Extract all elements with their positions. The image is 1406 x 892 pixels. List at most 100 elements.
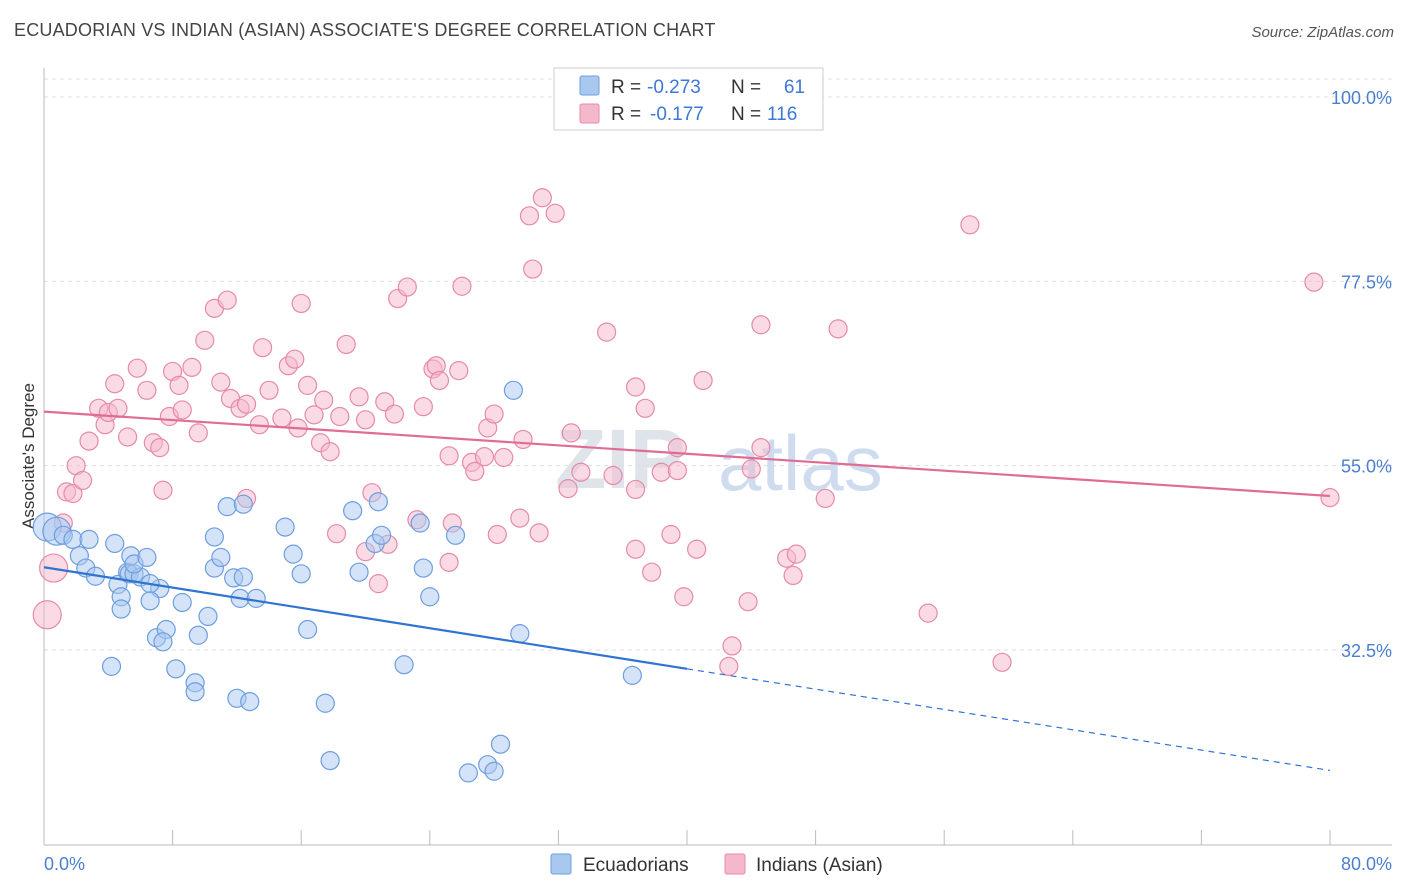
data-point bbox=[751, 315, 771, 335]
data-point bbox=[622, 665, 642, 685]
data-point bbox=[439, 552, 459, 572]
legend-swatch-indians bbox=[579, 103, 600, 124]
data-point bbox=[651, 462, 671, 482]
data-point bbox=[413, 558, 433, 578]
data-point bbox=[79, 431, 99, 451]
data-point bbox=[298, 619, 318, 640]
legend-r-label-1: R = bbox=[611, 77, 641, 98]
data-point bbox=[188, 625, 208, 645]
data-point bbox=[693, 370, 713, 391]
data-point bbox=[63, 529, 83, 550]
data-point bbox=[510, 624, 530, 644]
data-point bbox=[150, 438, 170, 458]
data-point bbox=[513, 429, 533, 450]
data-point bbox=[371, 525, 392, 545]
watermark-atlas: atlas bbox=[718, 419, 883, 507]
data-point bbox=[368, 492, 388, 512]
data-point bbox=[233, 567, 253, 587]
data-point bbox=[523, 259, 543, 279]
series-ecuadorians bbox=[32, 380, 642, 783]
data-point bbox=[484, 404, 504, 424]
data-point bbox=[79, 529, 99, 550]
data-point bbox=[63, 483, 83, 504]
data-point bbox=[153, 480, 173, 500]
bottom-legend-swatch-ecuadorians bbox=[550, 853, 572, 875]
legend-n-value-2: 116 bbox=[767, 104, 797, 125]
data-point bbox=[211, 372, 231, 392]
data-point bbox=[484, 761, 504, 781]
data-point bbox=[474, 447, 495, 467]
data-point bbox=[397, 277, 417, 297]
data-point bbox=[291, 564, 311, 584]
trend-line-ecuadorians-projection bbox=[686, 668, 1331, 772]
data-point bbox=[529, 523, 549, 543]
data-point bbox=[272, 408, 292, 428]
data-point bbox=[494, 447, 514, 468]
legend-r-value-2: -0.177 bbox=[650, 104, 704, 125]
data-point bbox=[32, 600, 62, 630]
data-point bbox=[465, 461, 485, 482]
legend-n-label-1: N = bbox=[731, 77, 761, 98]
data-point bbox=[490, 734, 511, 754]
data-point bbox=[298, 375, 318, 395]
data-point bbox=[786, 544, 806, 564]
data-point bbox=[519, 206, 540, 226]
data-point bbox=[166, 659, 186, 679]
data-point bbox=[320, 442, 340, 462]
data-point bbox=[315, 693, 335, 713]
data-point bbox=[172, 400, 192, 420]
data-point bbox=[233, 494, 253, 514]
trend-line-ecuadorians bbox=[43, 566, 688, 670]
data-point bbox=[1304, 272, 1324, 292]
data-point bbox=[687, 539, 707, 559]
axes bbox=[43, 68, 1392, 846]
data-point bbox=[195, 330, 215, 350]
y-axis-label: Associate's Degree bbox=[19, 383, 38, 529]
data-point bbox=[458, 763, 478, 783]
data-point bbox=[452, 276, 472, 296]
data-point bbox=[117, 427, 138, 447]
data-point bbox=[719, 656, 739, 676]
bottom-legend-indians: Indians (Asian) bbox=[756, 855, 883, 876]
data-point bbox=[625, 479, 646, 500]
data-point bbox=[445, 525, 466, 545]
data-point bbox=[503, 380, 523, 400]
data-point bbox=[320, 750, 340, 771]
data-point bbox=[349, 562, 369, 582]
data-point bbox=[545, 203, 565, 223]
legend-r-label-2: R = bbox=[611, 104, 641, 125]
data-point bbox=[182, 357, 202, 377]
data-point bbox=[105, 533, 125, 554]
data-point bbox=[188, 423, 208, 443]
data-point bbox=[291, 293, 311, 314]
data-point bbox=[741, 459, 761, 479]
data-point bbox=[413, 397, 433, 417]
data-point bbox=[828, 319, 848, 339]
data-point bbox=[661, 524, 681, 545]
data-point bbox=[127, 358, 147, 378]
data-point bbox=[185, 682, 205, 702]
data-point bbox=[625, 377, 646, 397]
trend-line-indians bbox=[43, 410, 1331, 498]
legend-swatch-ecuadorians bbox=[579, 75, 600, 96]
data-point bbox=[992, 652, 1012, 672]
data-point bbox=[783, 565, 803, 586]
data-point bbox=[211, 547, 231, 568]
x-ticks bbox=[43, 830, 1331, 845]
y-tick-labels: 32.5% 55.0% 77.5% 100.0% bbox=[1331, 88, 1392, 661]
data-point bbox=[667, 460, 687, 481]
data-point bbox=[429, 370, 450, 391]
data-point bbox=[751, 438, 771, 458]
data-point bbox=[137, 380, 157, 400]
data-point bbox=[204, 527, 224, 547]
data-point bbox=[336, 334, 356, 355]
data-point bbox=[510, 508, 530, 528]
data-point bbox=[410, 513, 430, 533]
data-point bbox=[217, 290, 237, 310]
y-tick-label: 55.0% bbox=[1341, 457, 1392, 477]
data-point bbox=[349, 387, 369, 407]
data-point bbox=[1320, 488, 1340, 508]
data-point bbox=[355, 410, 376, 430]
data-point bbox=[137, 547, 157, 568]
data-point bbox=[635, 398, 655, 418]
